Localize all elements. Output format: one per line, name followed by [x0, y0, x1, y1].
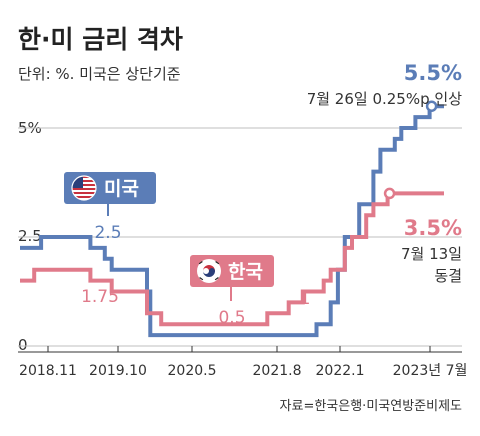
us-label-group: 미국	[64, 172, 156, 216]
y-tick-label-2-5: 2.5	[18, 227, 42, 245]
kr-data-label-0-5: 0.5	[218, 308, 245, 328]
x-axis-ticks: 2018.11 2019.10 2020.5 2021.8 2022.1 2023년 7월	[19, 346, 467, 379]
chart-title: 한·미 금리 격차	[18, 25, 183, 54]
korea-flag-icon	[197, 259, 221, 283]
x-tick-label-0: 2018.11	[19, 363, 77, 379]
series-end-marker-us	[425, 100, 438, 112]
kr-data-label-1-75: 1.75	[81, 287, 119, 307]
y-tick-label-0: 0	[18, 336, 28, 354]
us-end-value: 5.5%	[404, 61, 462, 85]
series-layer	[20, 100, 444, 338]
kr-end-note-line1: 7월 13일	[401, 245, 462, 263]
us-label-text: 미국	[104, 178, 139, 200]
kr-end-note-line2: 동결	[434, 267, 462, 285]
us-data-label-2-5: 2.5	[94, 223, 121, 243]
chart-subtitle: 단위: %. 미국은 상단기준	[18, 65, 181, 83]
x-tick-label-4: 2022.1	[316, 363, 365, 379]
us-flag-icon	[71, 175, 97, 201]
series-line-korea	[20, 191, 444, 327]
series-line-us	[20, 104, 444, 338]
source-note: 자료=한국은행·미국연방준비제도	[280, 398, 463, 414]
x-tick-label-2: 2020.5	[168, 363, 217, 379]
series-end-marker-korea	[383, 187, 396, 200]
x-tick-label-3: 2021.8	[253, 363, 302, 379]
kr-label-group: 한국	[190, 255, 274, 301]
kr-end-value: 3.5%	[404, 216, 462, 240]
x-tick-label-1: 2019.10	[89, 363, 147, 379]
kr-data-label-1: 1	[300, 289, 311, 309]
x-tick-label-5: 2023년 7월	[393, 363, 468, 379]
kr-label-text: 한국	[228, 261, 263, 283]
us-end-note: 7월 26일 0.25%p 인상	[307, 90, 463, 108]
